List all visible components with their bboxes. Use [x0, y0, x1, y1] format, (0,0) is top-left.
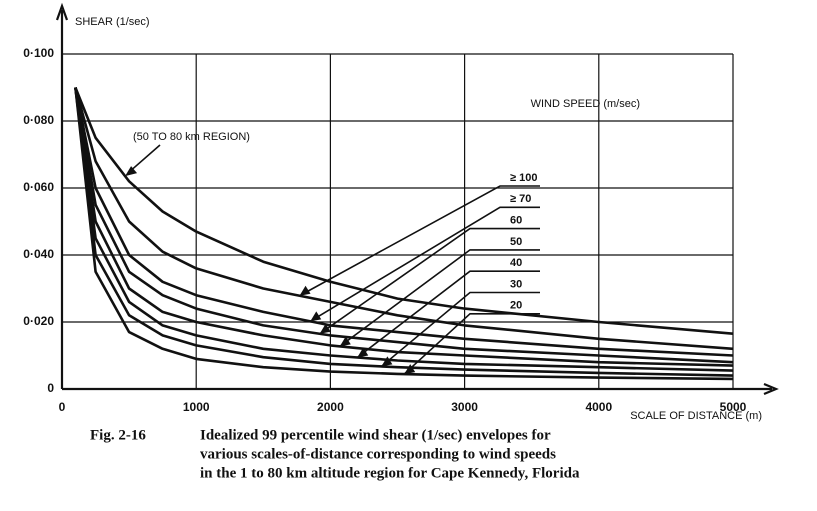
curve [74, 87, 734, 367]
y-tick-label: 0 [47, 381, 54, 395]
arrow-head [339, 336, 351, 347]
leader [299, 185, 540, 297]
curve [74, 87, 734, 351]
series-label: 60 [510, 215, 522, 227]
arrow-head [357, 347, 369, 358]
series-label: ≥ 70 [510, 193, 531, 205]
x-tick-label: 4000 [585, 400, 612, 414]
arrow-head [125, 166, 138, 177]
leader [380, 291, 540, 368]
leader [403, 313, 540, 375]
x-tick-label: 0 [59, 400, 66, 414]
y-tick-label: 0·040 [23, 247, 54, 261]
caption-line: various scales-of-distance corresponding… [200, 446, 556, 462]
caption-line: Idealized 99 percentile wind shear (1/se… [200, 427, 551, 443]
x-tick-label: 3000 [451, 400, 478, 414]
caption-number: Fig. 2-16 [90, 427, 146, 443]
y-tick-label: 0·100 [23, 46, 54, 60]
arrow-head [404, 364, 416, 375]
y-axis-label: SHEAR (1/sec) [75, 16, 150, 28]
curve [74, 87, 734, 381]
series-label: 40 [510, 257, 522, 269]
y-tick-label: 0·060 [23, 180, 54, 194]
y-tick-label: 0·020 [23, 314, 54, 328]
arrow-head [381, 356, 393, 367]
series-label: 50 [510, 236, 522, 248]
arrow-head [319, 323, 331, 334]
curve [74, 87, 734, 364]
leader [128, 144, 161, 173]
leader [309, 206, 540, 323]
leader [339, 249, 540, 348]
curve [74, 87, 734, 335]
caption-line: in the 1 to 80 km altitude region for Ca… [200, 465, 580, 481]
series-label: ≥ 100 [510, 172, 537, 184]
y-tick-label: 0·080 [23, 113, 54, 127]
curve [74, 87, 734, 377]
x-tick-label: 1000 [183, 400, 210, 414]
x-axis-label: SCALE OF DISTANCE (m) [630, 410, 762, 422]
curve [74, 87, 734, 357]
x-tick-label: 2000 [317, 400, 344, 414]
series-label: (50 TO 80 km REGION) [133, 131, 250, 143]
arrow-head [310, 311, 322, 322]
leader [319, 227, 540, 335]
legend-title: WIND SPEED (m/sec) [531, 98, 640, 110]
series-label: 20 [510, 300, 522, 312]
curve [74, 87, 734, 372]
series-label: 30 [510, 278, 522, 290]
x-tick-label: 5000 [720, 400, 747, 414]
arrow-head [299, 285, 311, 296]
axes [55, 2, 779, 396]
leader [356, 270, 540, 359]
